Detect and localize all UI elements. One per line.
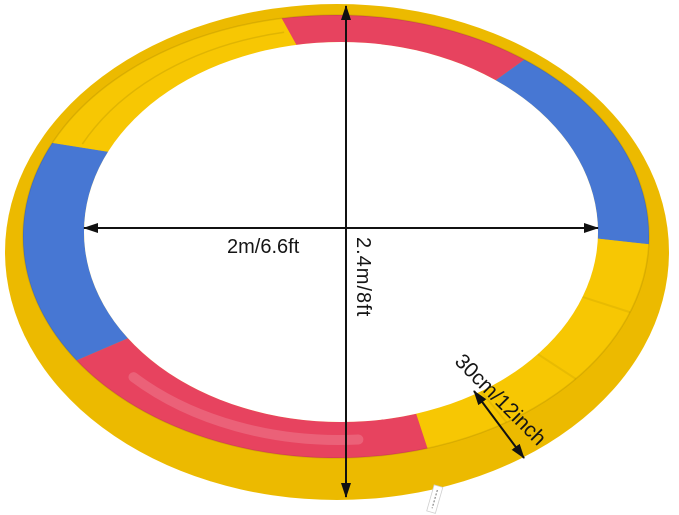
hang-tag-paper xyxy=(426,484,444,514)
hang-tag xyxy=(426,484,444,514)
pad-segment-yellow-upper-left xyxy=(52,18,297,152)
pad-crease-seam xyxy=(81,31,285,145)
pad-segment-blue-left xyxy=(22,142,128,361)
care-label-tag-layer xyxy=(426,484,444,514)
trampoline-pad-ring xyxy=(5,4,669,500)
outer-diameter-label: 2.4m/8ft xyxy=(352,237,374,318)
pad-radial-seam xyxy=(537,353,577,380)
pad-segment-blue-right xyxy=(495,59,650,245)
inner-diameter-label: 2m/6.6ft xyxy=(227,236,300,258)
hang-tag-print xyxy=(431,489,438,509)
pad-inner-hole xyxy=(84,42,598,422)
pad-width-arrow xyxy=(473,390,525,459)
pad-segment-red-bottom xyxy=(76,338,428,458)
pad-gloss-highlight xyxy=(128,372,364,445)
pad-radial-seam xyxy=(582,296,631,314)
dimension-arrows xyxy=(83,4,599,498)
pad-edge-seam xyxy=(22,14,650,459)
